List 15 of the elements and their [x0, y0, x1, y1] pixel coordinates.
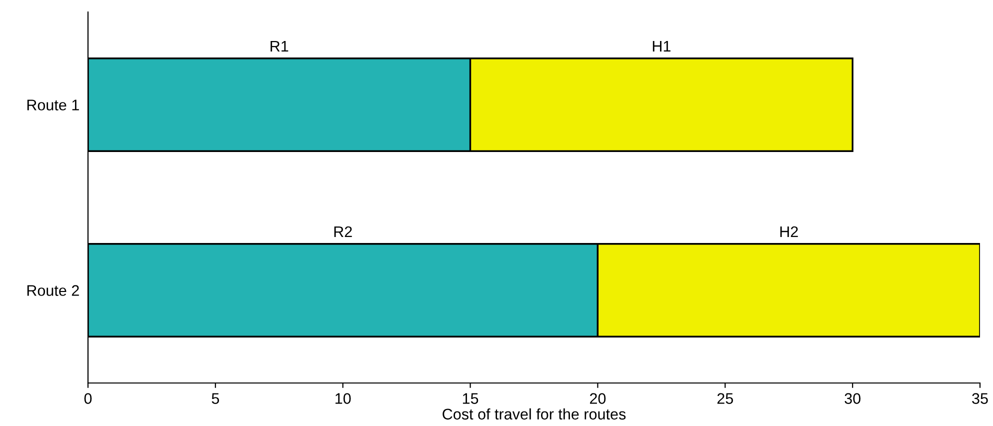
x-tick-label: 0 [84, 393, 92, 404]
data-label: R2 [334, 226, 352, 237]
x-tick-label: 15 [462, 393, 478, 404]
data-label: H1 [652, 40, 670, 52]
y-tick-label: Route 2 [27, 285, 79, 296]
data-label: R1 [270, 40, 288, 52]
x-tick-label: 30 [844, 393, 860, 404]
data-label: H2 [780, 226, 798, 237]
x-tick-label: 25 [717, 393, 733, 404]
x-tick-label: 35 [972, 393, 988, 404]
x-tick-label: 10 [336, 393, 351, 404]
x-axis-title: Cost of travel for the routes [442, 408, 626, 420]
x-tick-label: 5 [212, 393, 220, 404]
y-tick-label: Route 1 [27, 100, 79, 110]
x-tick-label: 20 [590, 393, 606, 404]
